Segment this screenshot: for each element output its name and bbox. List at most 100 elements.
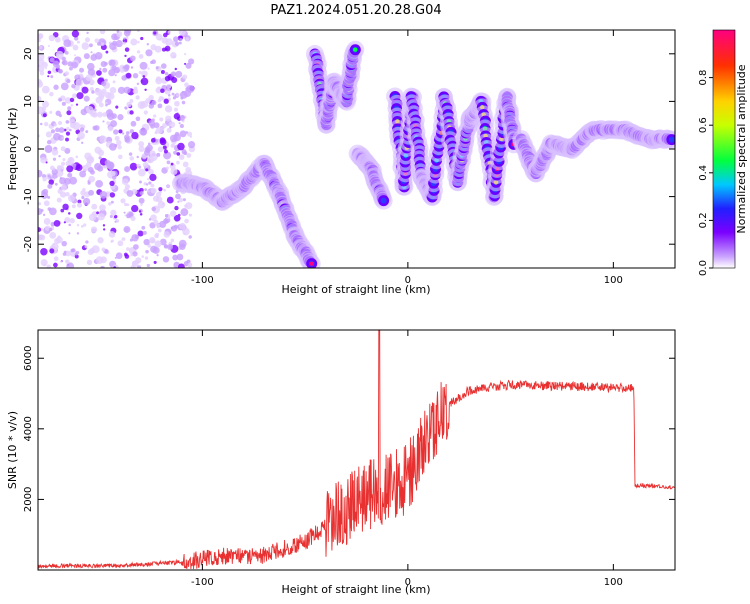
noise-speck <box>99 135 107 144</box>
noise-speck <box>71 204 76 209</box>
noise-speck <box>109 59 116 66</box>
noise-speck <box>74 54 77 57</box>
noise-speck <box>138 145 145 152</box>
noise-speck <box>145 168 149 172</box>
noise-speck <box>88 175 96 183</box>
noise-speck <box>117 240 124 247</box>
colorbar-tick-label: 0.4 <box>698 165 709 181</box>
noise-speck <box>96 165 104 172</box>
noise-speck <box>63 221 66 224</box>
noise-speck <box>160 88 165 94</box>
noise-speck <box>108 69 116 77</box>
noise-speck <box>90 157 94 161</box>
noise-speck <box>136 82 140 86</box>
noise-speck <box>87 166 94 173</box>
noise-speck <box>129 156 135 161</box>
noise-speck <box>83 53 90 60</box>
noise-speck <box>49 227 53 232</box>
noise-speck <box>87 181 91 185</box>
noise-speck <box>157 86 161 90</box>
spectrogram-y-tick-label: 10 <box>23 95 34 108</box>
noise-speck <box>182 198 186 202</box>
noise-speck <box>123 30 131 37</box>
trace-core <box>668 136 675 143</box>
noise-speck <box>155 66 159 70</box>
noise-speck <box>99 102 104 108</box>
noise-speck <box>126 190 134 197</box>
noise-speck <box>109 180 115 187</box>
noise-speck <box>153 260 157 264</box>
noise-speck <box>47 44 50 48</box>
noise-speck <box>70 248 75 253</box>
noise-speck <box>121 178 129 185</box>
noise-speck <box>137 40 140 44</box>
noise-speck <box>132 251 138 257</box>
snr-marks <box>38 330 675 570</box>
noise-speck <box>75 164 83 172</box>
noise-speck <box>111 239 114 243</box>
noise-speck <box>116 30 120 33</box>
noise-speck <box>125 72 132 79</box>
noise-speck <box>63 128 67 132</box>
noise-speck <box>98 156 102 160</box>
noise-speck <box>68 223 71 227</box>
noise-speck <box>88 43 93 48</box>
noise-speck <box>154 45 162 53</box>
noise-speck <box>147 67 150 70</box>
noise-speck <box>79 170 87 178</box>
noise-speck <box>105 50 109 54</box>
noise-speck <box>179 37 183 41</box>
noise-speck <box>157 228 162 233</box>
noise-speck <box>47 70 52 75</box>
noise-speck <box>76 223 80 227</box>
noise-speck <box>137 30 140 33</box>
noise-speck <box>163 98 169 104</box>
noise-speck <box>38 33 43 40</box>
noise-speck <box>126 247 130 251</box>
noise-speck <box>130 38 138 46</box>
noise-speck <box>178 30 186 36</box>
noise-speck <box>76 232 80 235</box>
noise-speck <box>124 47 130 52</box>
noise-speck <box>166 127 172 133</box>
noise-speck <box>165 38 173 46</box>
noise-speck <box>71 61 78 69</box>
noise-speck <box>149 173 157 182</box>
noise-speck <box>113 214 118 219</box>
noise-speck <box>139 212 143 216</box>
noise-speck <box>157 103 163 109</box>
noise-speck <box>170 168 178 176</box>
noise-speck <box>173 112 181 120</box>
noise-speck <box>173 150 178 155</box>
noise-speck <box>153 114 157 118</box>
noise-speck <box>104 61 108 66</box>
noise-speck <box>108 202 112 206</box>
noise-speck <box>43 200 50 207</box>
noise-speck <box>74 252 78 256</box>
noise-speck <box>99 30 106 35</box>
noise-speck <box>143 238 150 246</box>
noise-speck <box>150 123 155 129</box>
noise-speck <box>178 239 187 248</box>
noise-speck <box>85 130 89 134</box>
noise-speck <box>187 141 196 149</box>
spectrogram-y-axis-label: Frequency (Hz) <box>6 108 19 191</box>
noise-speck <box>182 227 190 236</box>
noise-speck <box>72 122 81 130</box>
noise-speck <box>124 214 127 217</box>
noise-speck <box>49 57 55 63</box>
noise-speck <box>49 110 53 114</box>
noise-speck <box>151 59 156 65</box>
noise-speck <box>140 77 149 86</box>
noise-speck <box>110 200 114 204</box>
noise-speck <box>123 86 131 94</box>
trace-peak <box>353 47 358 52</box>
noise-speck <box>141 70 148 78</box>
noise-speck <box>124 54 127 58</box>
noise-speck <box>95 256 104 265</box>
noise-speck <box>60 82 69 91</box>
snr-y-tick-label: 4000 <box>23 416 34 441</box>
noise-speck <box>41 85 50 94</box>
noise-speck <box>162 145 167 150</box>
